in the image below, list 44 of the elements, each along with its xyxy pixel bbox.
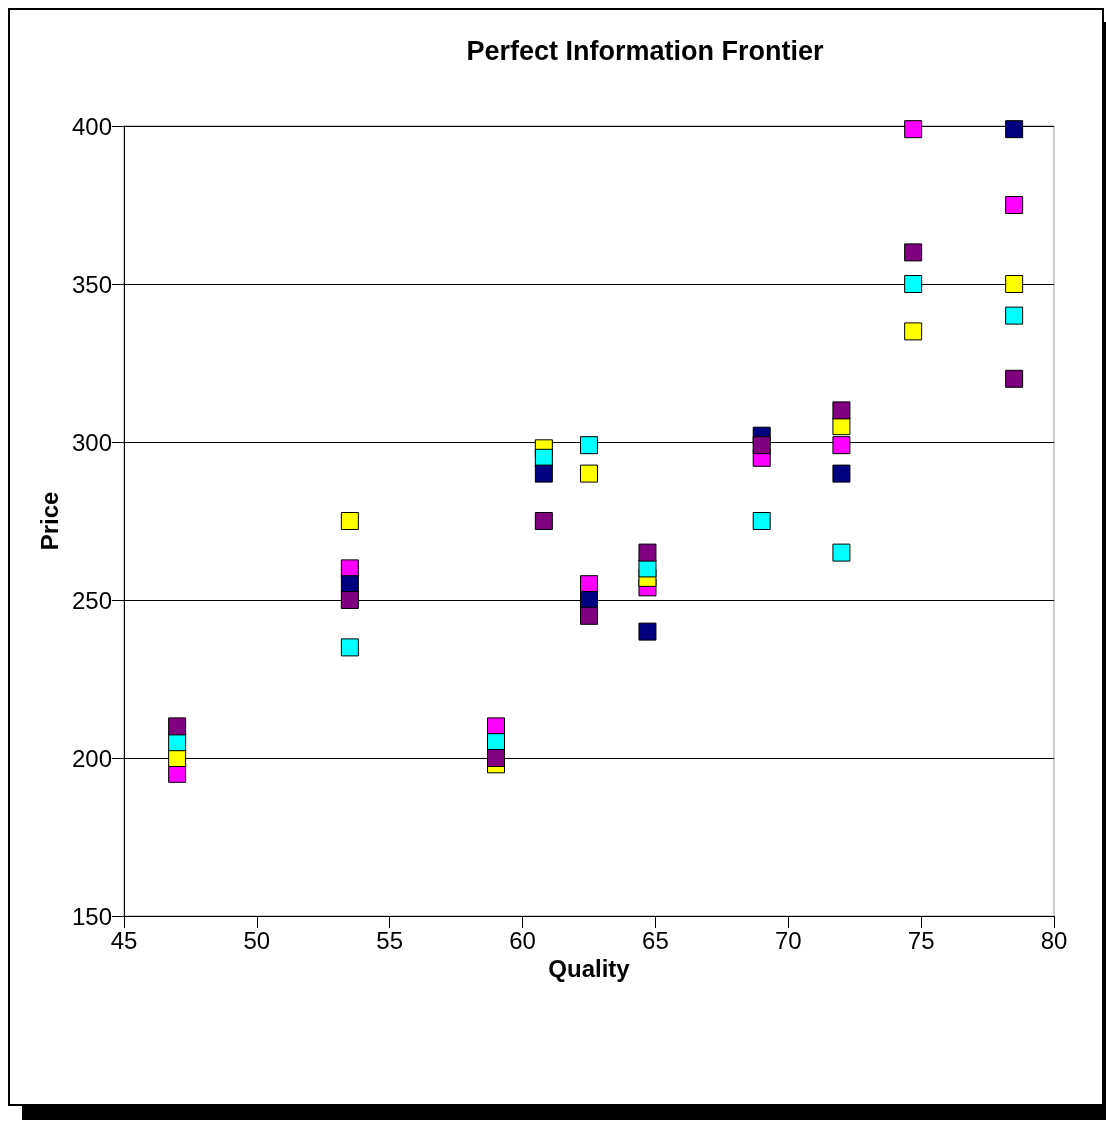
point xyxy=(832,464,851,483)
point xyxy=(832,436,851,455)
point xyxy=(1005,275,1024,293)
y-tick-label: 150 xyxy=(71,902,112,930)
chart-title: Perfect Information Frontier xyxy=(466,35,825,66)
point xyxy=(1005,120,1024,139)
point xyxy=(638,622,657,641)
x-axis-title: Quality xyxy=(548,955,631,983)
point xyxy=(340,512,359,530)
point xyxy=(580,606,598,625)
y-tick-label: 400 xyxy=(71,112,112,140)
point xyxy=(904,120,923,139)
point xyxy=(340,638,359,657)
point xyxy=(638,543,657,562)
point xyxy=(1005,196,1024,214)
y-tick-label: 350 xyxy=(71,270,112,298)
point xyxy=(1005,306,1024,325)
point xyxy=(487,749,505,767)
point xyxy=(752,436,771,455)
x-tick-label: 45 xyxy=(110,926,138,954)
x-tick-label: 65 xyxy=(642,926,669,954)
y-tick-label: 200 xyxy=(71,744,112,772)
point xyxy=(752,512,771,530)
point xyxy=(904,275,923,293)
point xyxy=(1005,369,1024,388)
point xyxy=(580,436,598,455)
point xyxy=(534,512,553,530)
y-axis-title: Price xyxy=(35,491,63,551)
point xyxy=(904,243,923,262)
point xyxy=(580,464,598,483)
y-tick-label: 250 xyxy=(71,586,112,614)
x-tick-label: 50 xyxy=(243,926,271,954)
y-tick-label: 300 xyxy=(71,428,112,456)
x-tick-label: 60 xyxy=(509,926,536,954)
point xyxy=(340,591,359,609)
point xyxy=(168,717,187,736)
x-tick-label: 55 xyxy=(376,926,404,954)
point xyxy=(904,322,923,341)
point xyxy=(534,464,553,483)
x-tick-label: 80 xyxy=(1040,926,1068,954)
x-tick-label: 70 xyxy=(774,926,802,954)
point xyxy=(832,543,851,562)
point xyxy=(832,401,851,420)
x-tick-label: 75 xyxy=(907,926,935,954)
